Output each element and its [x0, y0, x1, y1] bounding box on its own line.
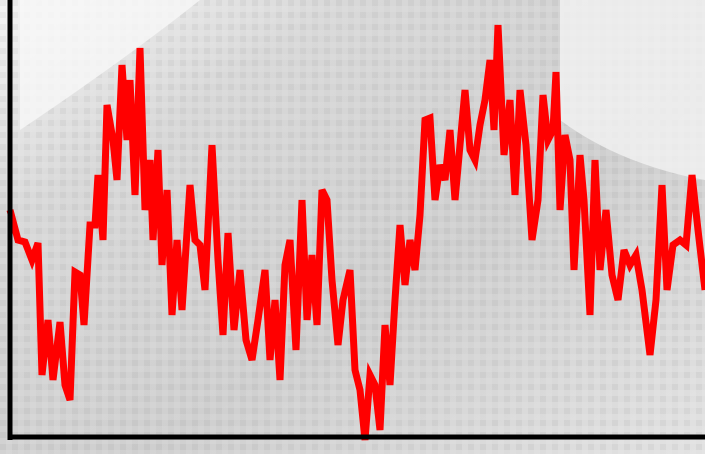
chart [0, 0, 705, 454]
